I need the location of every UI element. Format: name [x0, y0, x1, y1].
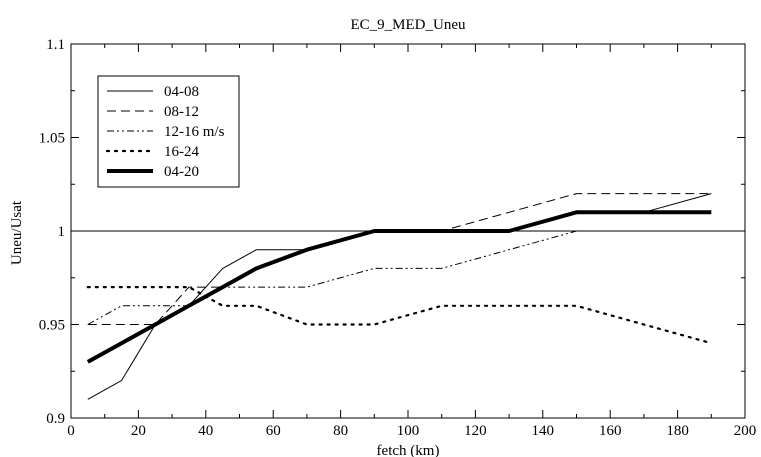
chart-title: EC_9_MED_Uneu: [351, 17, 466, 33]
plot-area: 0 20 40 60 80 100 120 140 160 180 200 0.9 0.95 1 1.05 1…: [39, 37, 757, 439]
y-tick-label: 1.05: [39, 131, 65, 147]
legend-label: 08-12: [164, 104, 199, 120]
x-tick-label: 120: [464, 423, 487, 439]
y-tick-label: 1: [58, 224, 66, 240]
legend-label: 16-24: [164, 144, 199, 160]
x-tick-label: 160: [599, 423, 622, 439]
y-tick-label: 0.9: [46, 411, 65, 427]
series-line: [87, 230, 577, 325]
series-line: [86, 210, 712, 364]
x-tick-label: 40: [198, 423, 213, 439]
x-tick-label: 80: [333, 423, 348, 439]
x-tick-label: 180: [666, 423, 689, 439]
legend-box: [97, 75, 240, 188]
x-tick-label: 200: [734, 423, 757, 439]
legend-label: 04-20: [164, 164, 199, 180]
x-tick-label: 100: [397, 423, 420, 439]
x-tick-label: 60: [266, 423, 281, 439]
y-axis-label: Uneu/Usat: [9, 200, 25, 265]
x-tick-label: 0: [67, 423, 75, 439]
legend: 04-08 08-12 12-16 m/s 16-24 04-20: [97, 75, 240, 188]
y-tick-label: 1.1: [46, 37, 65, 53]
y-tick-label: 0.95: [39, 318, 65, 334]
legend-label: 12-16 m/s: [164, 124, 225, 140]
x-tick-label: 20: [131, 423, 146, 439]
x-tick-label: 140: [532, 423, 555, 439]
series-line: [87, 193, 712, 400]
legend-label: 04-08: [164, 84, 199, 100]
x-axis-label: fetch (km): [377, 443, 440, 457]
